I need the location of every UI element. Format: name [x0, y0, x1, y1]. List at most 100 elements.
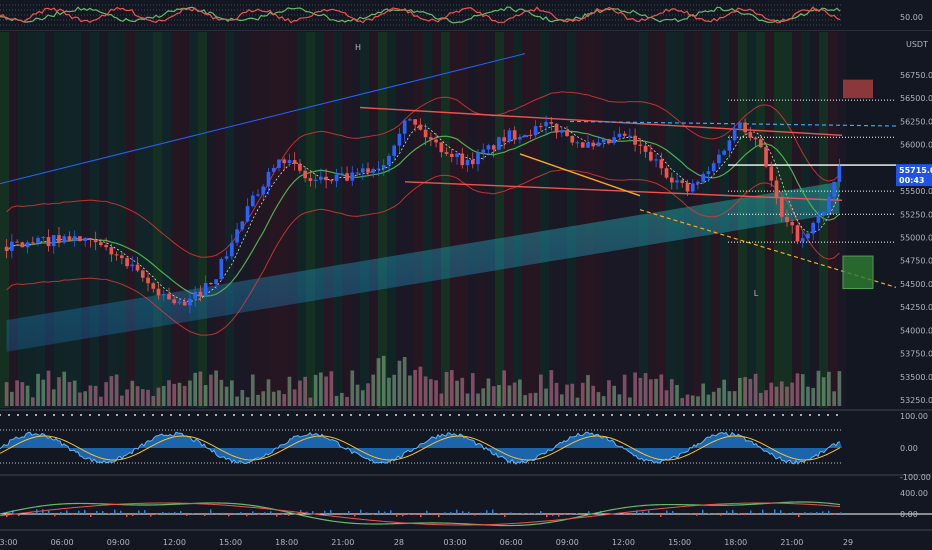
osc-dot: [80, 414, 82, 416]
bg-band: [18, 32, 27, 408]
volume-bar: [601, 396, 606, 406]
macd-hist: [582, 514, 584, 516]
macd-hist: [390, 510, 392, 514]
macd-hist: [96, 510, 98, 514]
bg-band: [0, 32, 9, 408]
bg-band: [279, 32, 288, 408]
bg-band: [153, 32, 162, 408]
candle: [533, 120, 538, 140]
candle: [827, 191, 831, 218]
candle: [675, 173, 679, 190]
candle: [774, 176, 779, 205]
macd-hist: [114, 509, 116, 514]
volume-bar: [559, 394, 564, 406]
volume-bar: [680, 397, 685, 406]
volume-bar: [580, 382, 585, 406]
candle: [732, 125, 737, 144]
bg-band: [567, 32, 576, 408]
volume-bar: [329, 371, 334, 406]
bg-band: [27, 32, 36, 408]
volume-bar: [423, 376, 428, 406]
volume-bar: [439, 393, 444, 406]
candle: [790, 219, 795, 234]
volume-bar: [172, 383, 177, 406]
volume-bar: [507, 385, 512, 406]
osc-dot: [503, 414, 505, 416]
rsi-line: [0, 6, 841, 24]
volume-bar: [135, 386, 140, 406]
bg-band: [171, 32, 180, 408]
osc-dot: [818, 414, 820, 416]
volume-bar: [622, 374, 627, 406]
osc-dot: [395, 414, 397, 416]
macd-hist: [798, 514, 800, 518]
time-tick: 21:00: [331, 538, 354, 547]
osc-dot: [107, 414, 109, 416]
volume-bar: [528, 393, 533, 406]
bg-band: [423, 32, 432, 408]
volume-bar: [219, 379, 224, 406]
volume-bar: [15, 380, 19, 406]
volume-bar: [130, 380, 135, 406]
volume-bar: [292, 389, 297, 406]
candle: [785, 209, 789, 227]
volume-bar: [779, 381, 784, 406]
volume-bar: [717, 387, 721, 406]
bg-band: [306, 32, 315, 408]
price-panel[interactable]: HL: [0, 43, 901, 406]
macd-hist: [816, 512, 818, 514]
volume-bar: [570, 383, 575, 406]
candle: [109, 243, 114, 262]
volume-bar: [209, 374, 213, 406]
price-axis: USDT56750.0056500.0056250.0056000.005575…: [896, 32, 932, 408]
macd-hist: [780, 510, 782, 514]
osc-dot: [233, 414, 235, 416]
candle: [83, 236, 88, 247]
macd-hist: [642, 511, 644, 514]
osc-dot: [152, 414, 154, 416]
candle: [240, 220, 245, 232]
price-tick: 56000.00: [900, 141, 932, 150]
bg-band: [135, 32, 144, 408]
bg-band: [828, 32, 837, 408]
osc-dot: [791, 414, 793, 416]
candle: [518, 134, 522, 144]
volume-bar: [732, 391, 737, 406]
macd-hist: [792, 512, 794, 514]
macd-hist: [312, 511, 314, 514]
candle: [806, 231, 810, 243]
volume-bar: [402, 357, 407, 406]
osc-dot: [197, 414, 199, 416]
macd-hist: [246, 514, 248, 517]
volume-bar: [455, 380, 459, 406]
candle: [250, 191, 255, 208]
volume-bar: [800, 374, 805, 406]
volume-bar: [722, 379, 726, 406]
volume-bar: [790, 382, 795, 406]
bg-band: [216, 32, 225, 408]
osc-dot: [260, 414, 262, 416]
osc-dot: [494, 414, 496, 416]
macd-hist: [774, 509, 776, 514]
candle: [345, 166, 349, 182]
bg-band: [387, 32, 396, 408]
bg-band: [450, 32, 459, 408]
target-box-long: [842, 255, 874, 290]
macd-tick: 0.00: [900, 510, 918, 519]
bg-band: [486, 32, 495, 408]
volume-bar: [727, 391, 732, 406]
bg-band: [207, 32, 216, 408]
osc-dot: [530, 414, 532, 416]
osc-dot: [656, 414, 658, 416]
candle: [507, 127, 512, 144]
candle: [261, 184, 266, 200]
osc-tick: -100.00: [900, 473, 931, 482]
macd-hist: [450, 512, 452, 514]
volume-bar: [203, 385, 208, 406]
volume-bar: [696, 396, 700, 406]
bg-band: [117, 32, 126, 408]
candle: [156, 283, 161, 300]
price-tick: 55000.00: [900, 234, 932, 243]
candle: [664, 166, 669, 180]
